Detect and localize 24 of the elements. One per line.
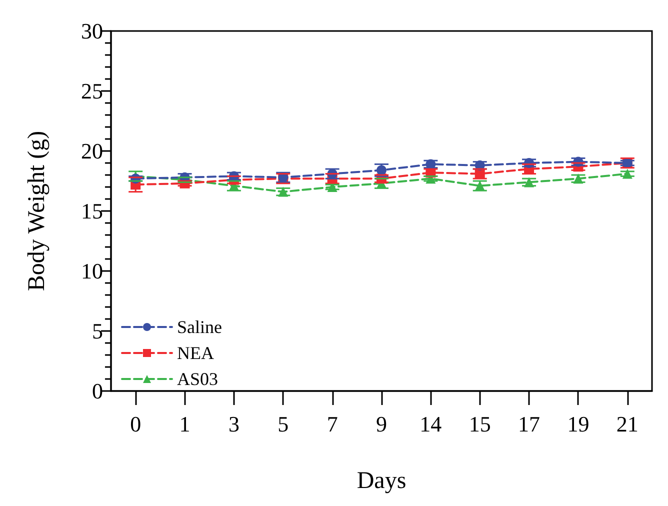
x-tick-label: 7 bbox=[326, 412, 338, 436]
x-tick-label: 9 bbox=[376, 412, 387, 436]
y-tick-label: 5 bbox=[92, 318, 103, 344]
y-tick-label: 30 bbox=[81, 18, 103, 44]
y-tick-label: 15 bbox=[81, 198, 103, 224]
y-tick-label: 0 bbox=[92, 378, 103, 404]
legend-label: NEA bbox=[177, 343, 214, 363]
y-tick-label: 10 bbox=[81, 258, 103, 284]
y-tick-label: 20 bbox=[81, 138, 103, 164]
x-tick-label: 15 bbox=[468, 412, 491, 436]
y-axis-title: Body Weight (g) bbox=[24, 130, 50, 292]
legend-label: AS03 bbox=[177, 369, 218, 389]
point bbox=[376, 165, 386, 176]
y-tick-label: 25 bbox=[81, 78, 103, 104]
x-axis-title: Days bbox=[356, 468, 406, 494]
x-tick-label: 17 bbox=[518, 412, 540, 436]
x-tick-label: 21 bbox=[616, 412, 638, 436]
legend-label: Saline bbox=[177, 317, 222, 337]
x-tick-label: 1 bbox=[179, 412, 190, 436]
x-tick-label: 3 bbox=[228, 412, 240, 436]
x-tick-label: 14 bbox=[420, 412, 442, 436]
x-tick-label: 19 bbox=[567, 412, 590, 436]
x-tick-label: 0 bbox=[130, 412, 142, 436]
x-tick-label: 5 bbox=[278, 412, 289, 436]
